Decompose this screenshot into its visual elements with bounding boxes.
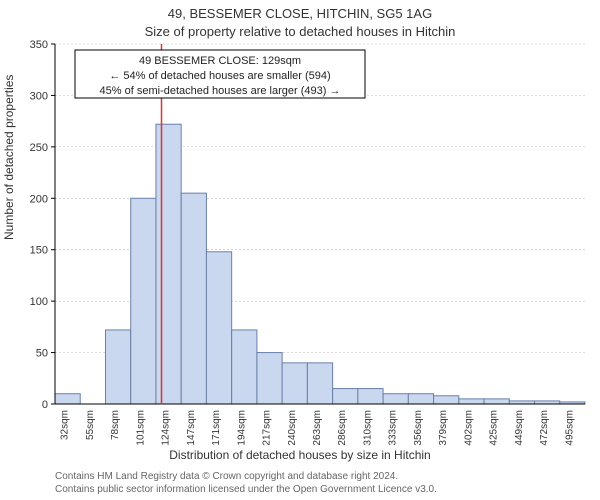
svg-text:50: 50 — [36, 348, 48, 360]
footer-attribution: Contains HM Land Registry data © Crown c… — [55, 470, 437, 496]
histogram-svg: 0 50 100 150 200 250 300 350 32sqm 55sqm 78sqm 101s… — [0, 0, 600, 460]
svg-text:402sqm: 402sqm — [463, 410, 474, 446]
svg-text:449sqm: 449sqm — [514, 410, 525, 446]
svg-text:← 54% of detached houses are s: ← 54% of detached houses are smaller (59… — [109, 70, 330, 82]
svg-text:379sqm: 379sqm — [438, 410, 449, 446]
svg-text:0: 0 — [42, 399, 48, 411]
svg-text:263sqm: 263sqm — [312, 410, 323, 446]
footer-line-1: Contains HM Land Registry data © Crown c… — [55, 470, 437, 483]
svg-text:250: 250 — [30, 142, 48, 154]
svg-text:124sqm: 124sqm — [161, 410, 172, 446]
svg-text:78sqm: 78sqm — [110, 410, 121, 440]
footer-line-2: Contains public sector information licen… — [55, 483, 437, 496]
svg-text:472sqm: 472sqm — [539, 410, 550, 446]
svg-text:100: 100 — [30, 296, 48, 308]
svg-text:150: 150 — [30, 245, 48, 257]
svg-text:32sqm: 32sqm — [60, 410, 71, 440]
svg-text:200: 200 — [30, 193, 48, 205]
svg-text:194sqm: 194sqm — [236, 410, 247, 446]
svg-text:425sqm: 425sqm — [489, 410, 500, 446]
svg-text:333sqm: 333sqm — [388, 410, 399, 446]
svg-text:49 BESSEMER CLOSE: 129sqm: 49 BESSEMER CLOSE: 129sqm — [139, 55, 301, 67]
svg-text:171sqm: 171sqm — [211, 410, 222, 446]
svg-text:240sqm: 240sqm — [287, 410, 298, 446]
svg-text:286sqm: 286sqm — [337, 410, 348, 446]
svg-text:217sqm: 217sqm — [262, 410, 273, 446]
chart-container: 49, BESSEMER CLOSE, HITCHIN, SG5 1AG Siz… — [0, 0, 600, 500]
svg-text:101sqm: 101sqm — [135, 410, 146, 446]
svg-text:495sqm: 495sqm — [564, 410, 575, 446]
svg-text:310sqm: 310sqm — [362, 410, 373, 446]
chart-title: 49, BESSEMER CLOSE, HITCHIN, SG5 1AG — [0, 6, 600, 21]
y-axis-label: Number of detached properties — [2, 75, 16, 240]
svg-text:356sqm: 356sqm — [413, 410, 424, 446]
x-axis-label: Distribution of detached houses by size … — [0, 448, 600, 462]
svg-text:300: 300 — [30, 90, 48, 102]
svg-text:350: 350 — [30, 39, 48, 51]
svg-text:45% of semi-detached houses ar: 45% of semi-detached houses are larger (… — [100, 85, 341, 97]
svg-text:55sqm: 55sqm — [85, 410, 96, 440]
chart-subtitle: Size of property relative to detached ho… — [0, 24, 600, 39]
svg-text:147sqm: 147sqm — [186, 410, 197, 446]
